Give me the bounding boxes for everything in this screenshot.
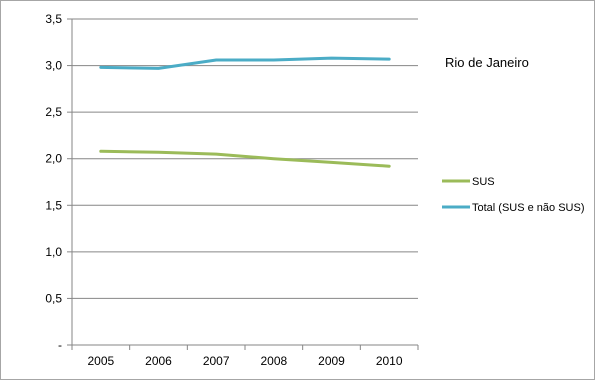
y-tick-label: 1,0 [45, 245, 62, 259]
y-tick-label: 3,0 [45, 59, 62, 73]
y-tick-label: 2,0 [45, 152, 62, 166]
legend-item-sus: SUS [442, 176, 495, 188]
y-tick-label: - [58, 338, 62, 352]
legend-label: Total (SUS e não SUS) [472, 202, 585, 214]
x-tick-label: 2005 [87, 354, 114, 368]
y-tick-label: 3,5 [45, 12, 62, 26]
legend: SUS Total (SUS e não SUS) [442, 176, 585, 214]
gridlines [72, 18, 418, 299]
y-tick-label: 0,5 [45, 291, 62, 305]
x-tick-label: 2009 [318, 354, 345, 368]
y-axis-tick-labels: - 0,5 1,0 1,5 2,0 2,5 3,0 3,5 [45, 12, 62, 352]
x-tick-label: 2006 [145, 354, 172, 368]
x-tick-label: 2008 [260, 354, 287, 368]
chart-title: Rio de Janeiro [445, 55, 529, 70]
x-tick-label: 2010 [376, 354, 403, 368]
x-axis-tick-labels: 2005 2006 2007 2008 2009 2010 [87, 354, 402, 368]
x-tick-label: 2007 [203, 354, 230, 368]
legend-label: SUS [472, 176, 495, 188]
axes [67, 18, 419, 350]
series-line-sus [99, 149, 391, 168]
series-line-total [99, 56, 391, 70]
plot-series [99, 56, 391, 168]
y-tick-label: 2,5 [45, 105, 62, 119]
y-tick-label: 1,5 [45, 198, 62, 212]
legend-item-total: Total (SUS e não SUS) [442, 202, 585, 214]
